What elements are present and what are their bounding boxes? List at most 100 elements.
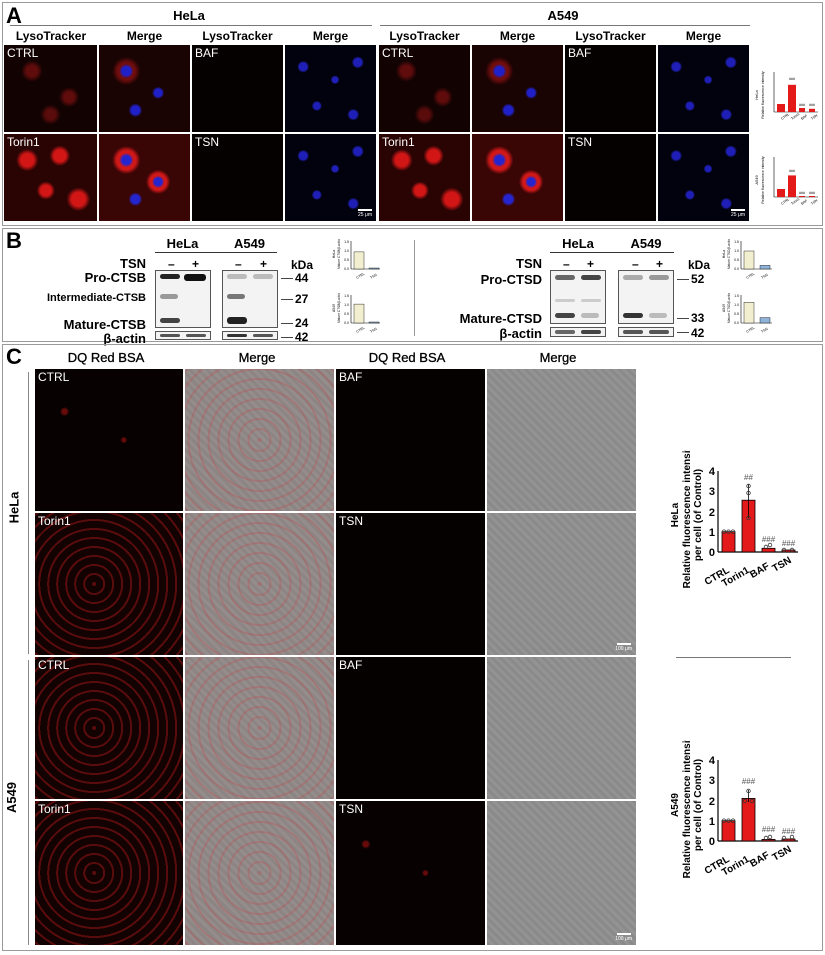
condition-label: CTRL: [7, 46, 39, 60]
chart-b-a549-ctsb: A549 Mature CTSB/β-actin 1.5 1.0 0.5 0.0 C…: [332, 293, 380, 334]
micrograph-a549-torin1-dq: Torin1: [35, 801, 183, 945]
svg-text:0.5: 0.5: [344, 312, 349, 316]
svg-text:##: ##: [744, 473, 753, 482]
cell-line-hela: HeLa: [166, 236, 199, 251]
svg-text:###: ###: [789, 77, 795, 81]
kda-label: kDa: [688, 258, 711, 272]
condition-label: CTRL: [382, 46, 414, 60]
col-header: DQ Red BSA: [67, 350, 145, 365]
svg-text:Relative fluorescence intensit: Relative fluorescence intensity: [761, 156, 765, 204]
svg-text:CTRL: CTRL: [780, 197, 790, 206]
blot-hela-actin: [155, 331, 211, 340]
micrograph-a549-ctrl-lyso: CTRL: [379, 45, 470, 132]
kda-marker: 44: [295, 271, 309, 285]
svg-text:###: ###: [782, 539, 796, 548]
col-header: LysoTracker: [202, 29, 273, 43]
row-group-a549: A549: [4, 781, 20, 814]
svg-text:CTRL: CTRL: [746, 326, 756, 334]
col-header: Merge: [126, 29, 163, 43]
svg-text:Relative fluorescence intensit: Relative fluorescence intensity: [761, 71, 765, 119]
svg-text:BAF: BAF: [748, 561, 771, 581]
chart-a-a549: A549 Relative fluorescence intensity ###…: [754, 156, 819, 206]
svg-text:1.0: 1.0: [344, 249, 349, 253]
svg-text:1.5: 1.5: [734, 240, 739, 244]
col-header: LysoTracker: [575, 29, 646, 43]
svg-text:###: ###: [809, 191, 815, 195]
svg-text:3: 3: [709, 775, 715, 787]
svg-text:CTRL: CTRL: [356, 326, 366, 334]
svg-text:1.0: 1.0: [344, 303, 349, 307]
condition-label: BAF: [568, 46, 592, 60]
micrograph-a549-tsn-dq: TSN: [336, 801, 485, 945]
treatment-sign: –: [235, 257, 242, 271]
band-label-mature-ctsd: Mature-CTSD: [459, 311, 542, 326]
blot-a549-actin-ctsd: [618, 327, 674, 337]
chart-b-hela-ctsd: HeLa Mature CTSD/β-actin 1.5 1.0 0.5 0.0 C…: [722, 239, 772, 280]
kda-marker: 42: [691, 326, 705, 340]
row-group-bracket: [28, 372, 29, 654]
svg-text:0.5: 0.5: [734, 312, 739, 316]
svg-text:Mature CTSB/β-actin: Mature CTSB/β-actin: [337, 293, 341, 323]
micrograph-hela-tsn-merge: 25 μm: [285, 134, 376, 221]
svg-text:per cell (of Control): per cell (of Control): [693, 759, 704, 851]
micrograph-hela-torin1-merge: [99, 134, 190, 221]
condition-label: Torin1: [7, 135, 40, 149]
svg-text:A549: A549: [332, 304, 336, 312]
chart-b-a549-ctsd: A549 Mature CTSD/β-actin 1.5 1.0 0.5 0.0 C…: [722, 293, 772, 334]
panel-b-frame: [2, 228, 823, 342]
kda-label: kDa: [291, 258, 314, 272]
cell-line-a549: A549: [233, 236, 266, 251]
panel-c-letter: C: [6, 344, 22, 369]
micrograph-hela-baf-merge: [487, 369, 636, 511]
micrograph-a549-torin1-merge: [185, 801, 334, 945]
svg-text:###: ###: [762, 535, 776, 544]
scale-bar: 100 μm: [615, 933, 632, 942]
col-header: Merge: [539, 350, 577, 365]
svg-text:HeLa: HeLa: [754, 89, 759, 99]
svg-text:TSN: TSN: [761, 273, 769, 280]
micrograph-hela-torin1-merge: [185, 513, 334, 655]
kda-marker: 42: [295, 330, 309, 344]
condition-label: BAF: [195, 46, 219, 60]
svg-text:0.0: 0.0: [734, 321, 739, 325]
svg-text:1: 1: [709, 816, 715, 828]
col-header: DQ Red BSA: [368, 350, 446, 365]
micrograph-hela-tsn-merge: 100 μm: [487, 513, 636, 655]
row-group-hela: HeLa: [6, 491, 22, 524]
svg-text:TSN: TSN: [810, 113, 818, 121]
svg-text:3: 3: [709, 486, 715, 498]
treatment-label: TSN: [516, 256, 542, 271]
condition-label: CTRL: [38, 370, 70, 384]
svg-text:CTRL: CTRL: [746, 272, 756, 280]
svg-text:Torin1: Torin1: [790, 112, 800, 121]
chart-c-a549: A549 Relative fluorescence intensity per…: [670, 740, 798, 879]
treatment-sign: –: [563, 257, 570, 271]
svg-text:0: 0: [709, 547, 715, 559]
col-header: Merge: [499, 29, 536, 43]
svg-text:per cell (of Control): per cell (of Control): [693, 469, 704, 561]
svg-text:1.0: 1.0: [734, 303, 739, 307]
svg-text:CTRL: CTRL: [356, 272, 366, 280]
micrograph-hela-tsn-lyso: TSN: [192, 134, 283, 221]
treatment-label: TSN: [120, 256, 146, 271]
scale-bar: 25 μm: [358, 209, 372, 218]
micrograph-a549-torin1-lyso: Torin1: [379, 134, 470, 221]
kda-marker: 52: [691, 272, 705, 286]
cell-line-hela: HeLa: [562, 236, 594, 251]
cell-line-a549: A549: [630, 236, 662, 251]
svg-text:TSN: TSN: [771, 555, 794, 575]
condition-label: Torin1: [38, 514, 71, 528]
scale-bar: 25 μm: [731, 209, 745, 218]
svg-text:BAF: BAF: [800, 114, 808, 121]
row-group-bracket: [28, 660, 29, 945]
kda-marker: 24: [295, 316, 309, 330]
micrograph-a549-ctrl-dq: CTRL: [35, 657, 183, 799]
svg-text:###: ###: [762, 825, 776, 834]
micrograph-hela-ctrl-dq: CTRL: [35, 369, 183, 511]
col-header: Merge: [312, 29, 349, 43]
blot-hela-actin-ctsd: [550, 327, 606, 337]
svg-text:1.5: 1.5: [344, 240, 349, 244]
blot-hela-ctsd: [550, 270, 606, 324]
svg-text:0.5: 0.5: [734, 258, 739, 262]
micrograph-hela-baf-dq: BAF: [336, 369, 485, 511]
